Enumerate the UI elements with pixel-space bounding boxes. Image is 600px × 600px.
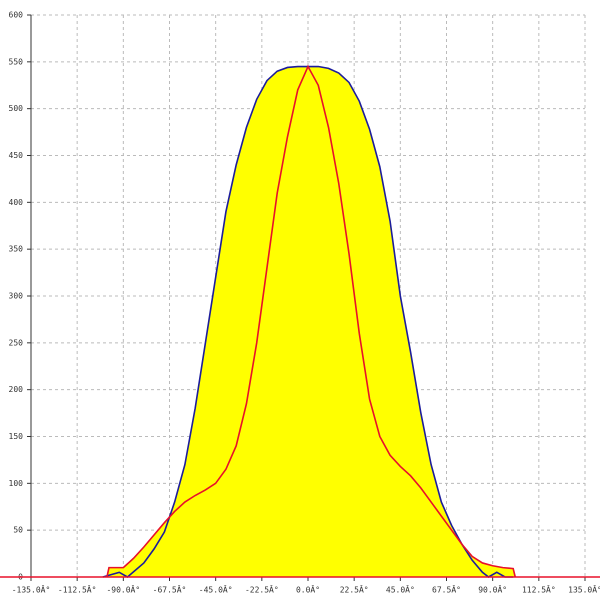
y-tick-label: 400	[9, 198, 24, 207]
y-tick-label: 300	[9, 292, 24, 301]
x-tick-label: -22.5Â°	[245, 584, 279, 595]
x-tick-label: 112.5Â°	[522, 584, 556, 595]
x-tick-label: -45.0Â°	[199, 584, 233, 595]
x-tick-label: 0.0Â°	[296, 584, 320, 595]
y-tick-label: 200	[9, 385, 24, 394]
x-tick-label: -67.5Â°	[153, 584, 187, 595]
x-tick-label: 67.5Â°	[432, 584, 461, 595]
x-tick-label: -112.5Â°	[58, 584, 97, 595]
y-tick-label: 550	[9, 57, 24, 66]
area	[106, 66, 516, 578]
x-tick-label: 45.0Â°	[386, 584, 415, 595]
y-tick-label: 150	[9, 432, 24, 441]
x-tick-label: 22.5Â°	[340, 584, 369, 595]
x-tick-label: 90.0Â°	[478, 584, 507, 595]
y-tick-label: 50	[13, 526, 23, 535]
y-tick-label: 250	[9, 338, 24, 347]
x-tick-label: 135.0Â°	[568, 584, 600, 595]
line	[102, 65, 514, 578]
y-tick-label: 350	[9, 245, 24, 254]
y-tick-label: 100	[9, 479, 24, 488]
y-tick-label: 500	[9, 104, 24, 113]
line	[106, 64, 517, 578]
x-tick-label: -90.0Â°	[106, 584, 140, 595]
x-tick-label: -135.0Â°	[12, 584, 51, 595]
y-tick-label: 450	[9, 151, 24, 160]
y-tick-label: 600	[9, 11, 24, 20]
